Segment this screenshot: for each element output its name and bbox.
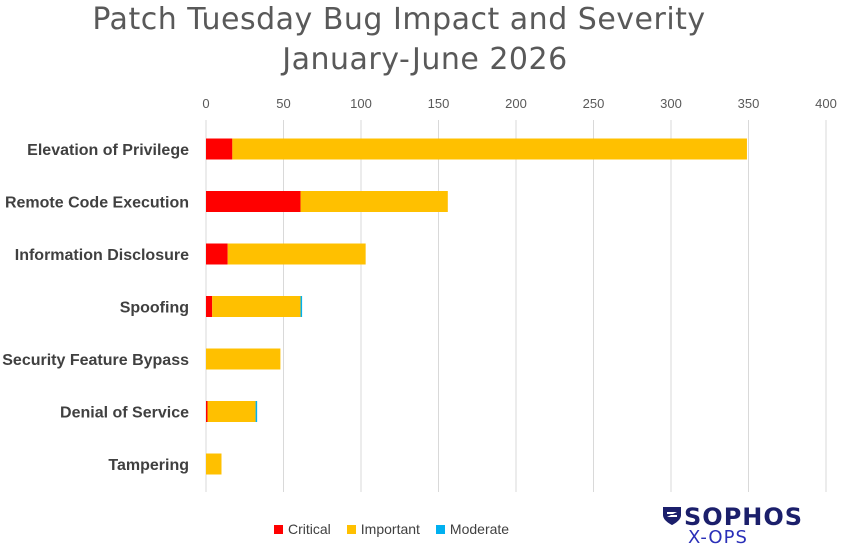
x-tick-label: 250 <box>583 96 605 111</box>
chart-title-line-1: Patch Tuesday Bug Impact and Severity <box>92 2 706 37</box>
category-label: Remote Code Execution <box>5 195 189 212</box>
chart-title: Patch Tuesday Bug Impact and Severity Ja… <box>0 0 850 80</box>
bar-moderate <box>255 401 258 422</box>
category-labels: Elevation of Privilege Remote Code Execut… <box>2 142 189 474</box>
legend-item-critical: Critical <box>274 521 331 537</box>
bar-moderate <box>300 296 303 317</box>
legend: Critical Important Moderate <box>274 521 509 537</box>
x-tick-label: 300 <box>660 96 682 111</box>
legend-label: Important <box>360 521 420 537</box>
category-label: Tampering <box>108 457 189 474</box>
x-tick-label: 0 <box>202 96 209 111</box>
bars <box>206 138 747 475</box>
shield-icon <box>663 507 681 525</box>
bar-critical <box>206 401 208 422</box>
bar-critical <box>206 138 233 160</box>
bar-important <box>212 296 301 317</box>
bar-important <box>206 348 281 370</box>
bar-important <box>232 138 747 160</box>
x-axis-ticks: 0 50 100 150 200 250 300 350 400 <box>202 96 836 111</box>
legend-label: Critical <box>288 521 331 537</box>
bar-important <box>300 191 448 212</box>
sophos-xops-logo: SOPHOS X-OPS <box>662 503 832 548</box>
logo-subtitle: X-OPS <box>688 527 748 548</box>
bar-important <box>206 453 222 475</box>
bar-critical <box>206 191 301 212</box>
x-tick-label: 150 <box>428 96 450 111</box>
bar-critical <box>206 296 213 317</box>
bar-important <box>227 243 366 265</box>
chart-title-line-2: January-June 2026 <box>282 42 568 77</box>
legend-swatch <box>435 524 445 534</box>
category-label: Denial of Service <box>60 405 189 422</box>
x-tick-label: 200 <box>505 96 527 111</box>
legend-swatch <box>274 524 283 534</box>
category-label: Spoofing <box>120 300 189 317</box>
category-label: Elevation of Privilege <box>27 142 189 159</box>
legend-label: Moderate <box>449 521 510 537</box>
logo-wordmark: SOPHOS <box>684 503 804 531</box>
x-tick-label: 50 <box>276 96 290 111</box>
legend-item-important: Important <box>346 521 420 537</box>
x-tick-label: 350 <box>738 96 760 111</box>
gridlines <box>205 120 827 492</box>
bar-important <box>207 401 256 422</box>
bar-critical <box>206 243 228 265</box>
category-label: Information Disclosure <box>15 247 189 264</box>
category-label: Security Feature Bypass <box>2 352 189 369</box>
legend-item-moderate: Moderate <box>435 521 510 537</box>
legend-swatch <box>346 524 356 534</box>
x-tick-label: 400 <box>815 96 837 111</box>
x-tick-label: 100 <box>350 96 372 111</box>
